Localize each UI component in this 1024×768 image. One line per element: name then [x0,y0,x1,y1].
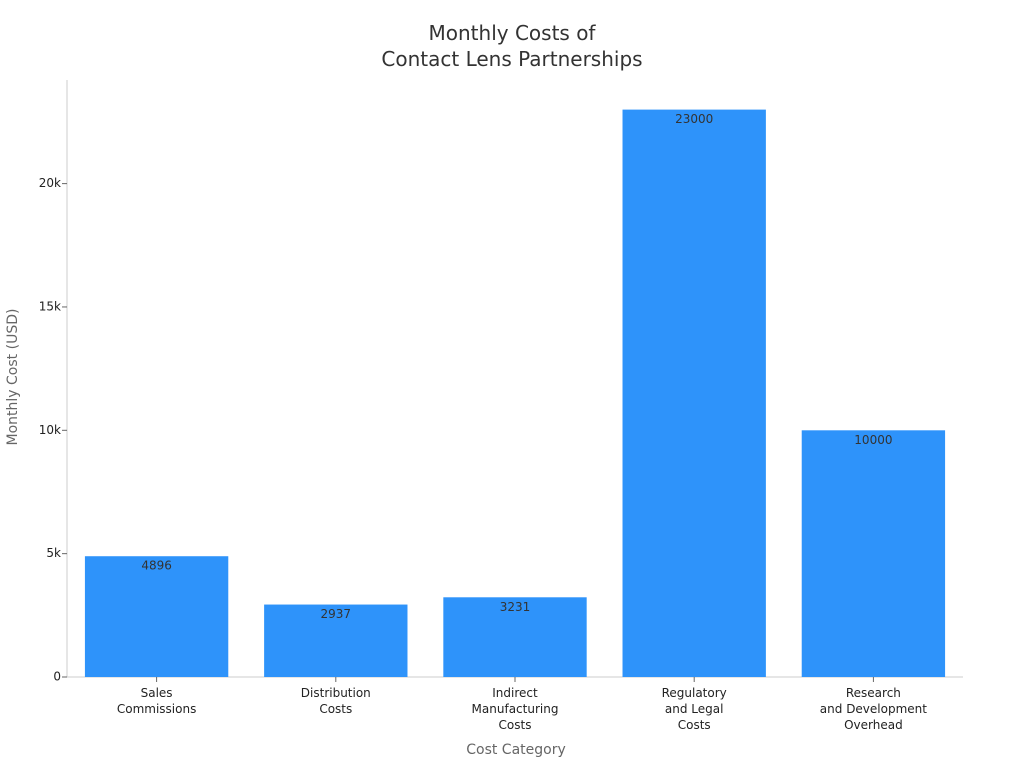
y-tick-label: 0 [53,670,61,684]
bar [264,604,408,677]
y-tick-label: 10k [39,423,61,437]
value-label: 2937 [321,607,352,621]
value-label: 4896 [141,559,172,573]
bar [84,556,229,677]
value-label: 10000 [854,433,892,447]
x-axis-label: Cost Category [466,742,566,758]
x-tick-label: Distribution Costs [300,686,371,716]
y-axis-label: Monthly Cost (USD) [5,308,21,446]
bar [443,597,587,677]
x-tick-label: Indirect Manufacturing Costs [471,686,559,732]
y-tick-label: 20k [39,176,61,190]
chart-title: Monthly Costs of Contact Lens Partnershi… [381,21,643,71]
x-tick-label: Research and Development Overhead [819,686,927,732]
x-tick-label: Sales Commissions [116,686,197,716]
bar [622,109,766,678]
x-tick-label: Regulatory and Legal Costs [661,686,727,732]
y-tick-label: 15k [39,299,61,313]
value-label: 3231 [500,600,531,614]
value-label: 23000 [675,112,713,126]
y-tick-label: 5k [46,546,61,560]
bar [801,430,946,677]
